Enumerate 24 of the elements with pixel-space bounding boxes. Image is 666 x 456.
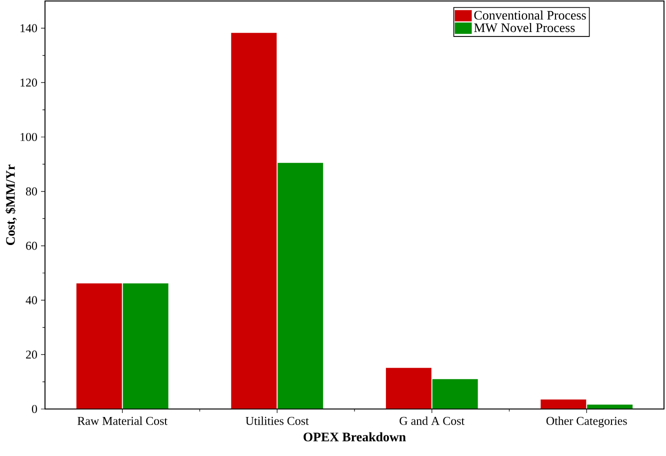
- legend-label: Conventional Process: [474, 10, 586, 20]
- y-tick-label: 40: [26, 296, 38, 304]
- bar: [231, 32, 277, 409]
- y-tick-label: 0: [32, 404, 38, 414]
- y-tick-label: 120: [20, 78, 38, 87]
- bar: [432, 379, 478, 409]
- x-tick-label: Raw Material Cost: [78, 416, 168, 425]
- bar: [76, 283, 122, 409]
- bar: [122, 283, 168, 409]
- bar: [540, 399, 586, 409]
- x-tick-label: G and A Cost: [400, 416, 465, 425]
- y-tick-label: 100: [20, 132, 38, 142]
- y-tick-label: 140: [20, 24, 38, 32]
- y-tick-label: 20: [26, 350, 38, 359]
- legend-label: MW Novel Process: [474, 22, 575, 32]
- y-tick-label: 60: [26, 242, 38, 250]
- y-axis-title: Cost, $MM/Yr: [5, 164, 17, 246]
- x-tick-label: Other Categories: [546, 416, 627, 428]
- x-tick-label: Utilities Cost: [246, 416, 309, 425]
- bar: [386, 368, 432, 409]
- bar: [587, 404, 633, 409]
- y-tick-label: 80: [26, 187, 38, 196]
- bar: [278, 162, 324, 409]
- x-axis-title: OPEX Breakdown: [304, 432, 406, 442]
